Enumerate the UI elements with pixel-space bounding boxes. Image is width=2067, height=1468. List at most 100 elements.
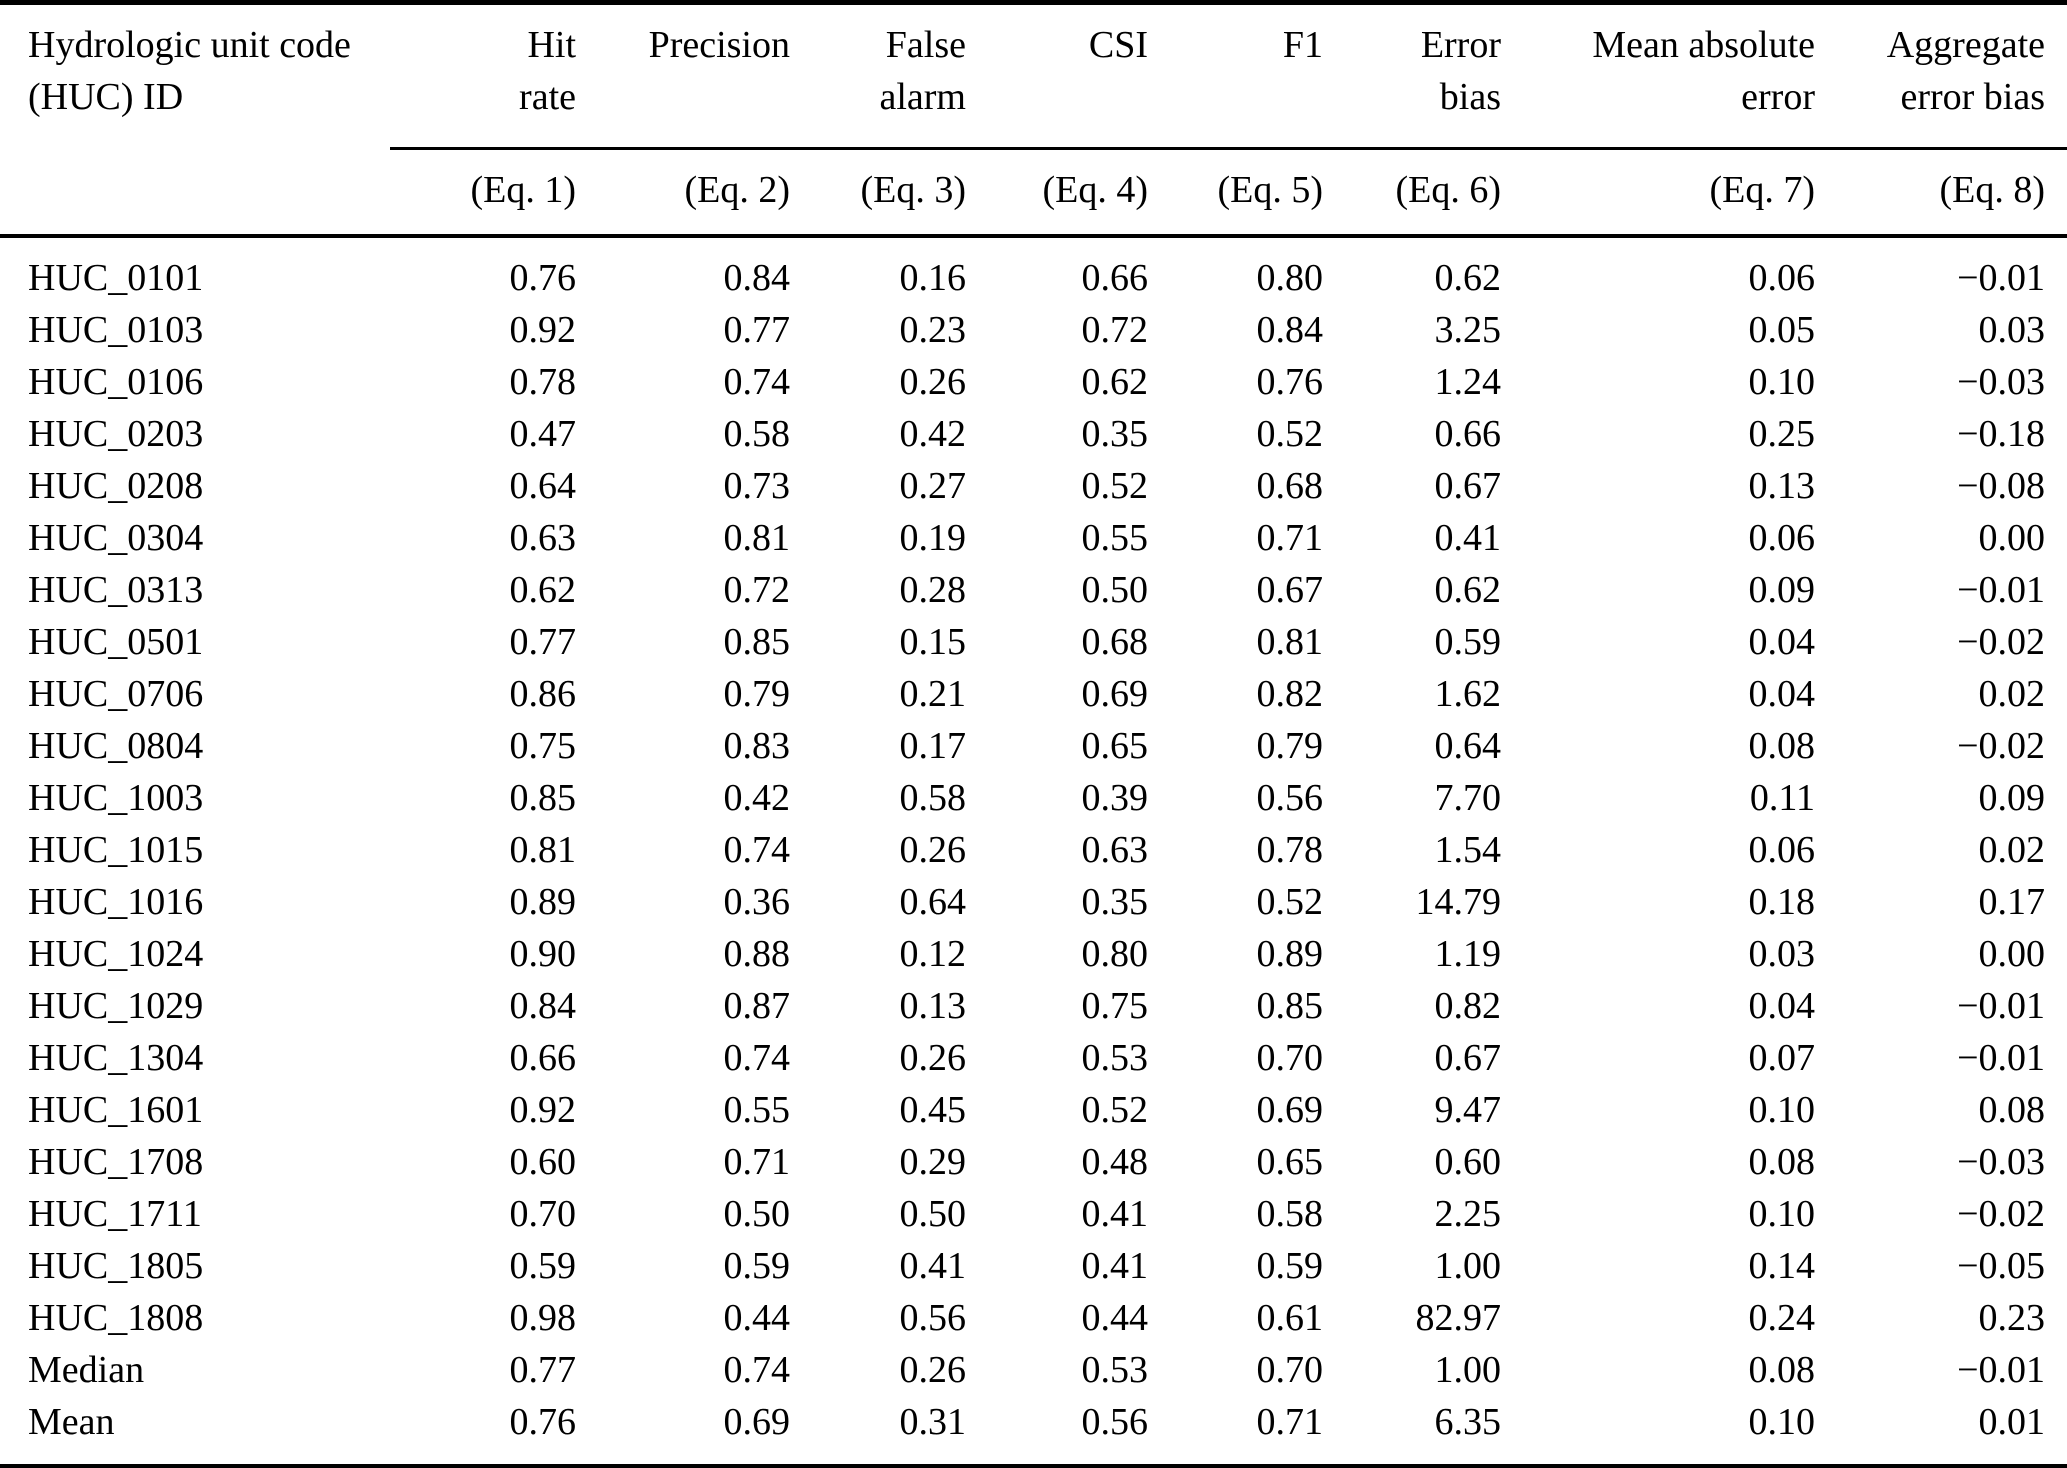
value-cell: 0.67 xyxy=(1256,569,1324,611)
value-cell: 0.69 xyxy=(1081,673,1149,715)
value-cell: 0.23 xyxy=(1978,1297,2046,1339)
value-cell: 0.05 xyxy=(1748,309,1816,351)
value-cell: 0.50 xyxy=(1081,569,1149,611)
row-id-cell: HUC_1029 xyxy=(28,985,204,1027)
value-cell: 0.26 xyxy=(899,1349,967,1391)
value-cell: 0.64 xyxy=(899,881,967,923)
row-id-cell: HUC_1805 xyxy=(28,1245,204,1287)
value-cell: 0.76 xyxy=(1256,361,1324,403)
value-cell: 0.52 xyxy=(1081,1089,1149,1131)
header-line1: Aggregate xyxy=(1886,24,2045,66)
row-id-cell: HUC_0103 xyxy=(28,309,204,351)
header-precision: Precision xyxy=(576,2,790,150)
value-cell: 0.06 xyxy=(1748,829,1816,871)
header-line2: alarm xyxy=(879,76,966,118)
table-row: HUC_0804 0.75 0.83 0.17 0.65 0.79 0.64 0.08 −0.0… xyxy=(0,720,2067,772)
table-row: HUC_1601 0.92 0.55 0.45 0.52 0.69 9.47 0.10 0.08 xyxy=(0,1084,2067,1136)
table-row: HUC_1016 0.89 0.36 0.64 0.35 0.52 14.79 0.18 0.1… xyxy=(0,876,2067,928)
value-cell: 0.11 xyxy=(1749,777,1815,819)
value-cell: 0.77 xyxy=(509,1349,577,1391)
value-cell: 0.79 xyxy=(1256,725,1324,767)
huc-id-header-line2: (HUC) ID xyxy=(28,76,184,118)
eq-cell: (Eq. 1) xyxy=(390,148,576,238)
table-row: HUC_1711 0.70 0.50 0.50 0.41 0.58 2.25 0.10 −0.0… xyxy=(0,1188,2067,1240)
row-id-cell: HUC_1024 xyxy=(28,933,204,975)
value-cell: 0.60 xyxy=(509,1141,577,1183)
table-header: Hydrologic unit code (HUC) ID Hit rate P… xyxy=(0,2,2067,238)
value-cell: 0.62 xyxy=(1434,257,1502,299)
header-line2: rate xyxy=(519,76,576,118)
eq-cell: (Eq. 8) xyxy=(1815,148,2067,238)
value-cell: 0.29 xyxy=(899,1141,967,1183)
value-cell: 0.74 xyxy=(723,361,791,403)
value-cell: 0.09 xyxy=(1748,569,1816,611)
value-cell: 0.73 xyxy=(723,465,791,507)
eq-cell: (Eq. 4) xyxy=(966,148,1148,238)
value-cell: 0.58 xyxy=(899,777,967,819)
value-cell: 0.13 xyxy=(1748,465,1816,507)
value-cell: 0.80 xyxy=(1081,933,1149,975)
value-cell: 0.01 xyxy=(1978,1401,2046,1443)
value-cell: 0.07 xyxy=(1748,1037,1816,1079)
value-cell: 0.17 xyxy=(899,725,967,767)
value-cell: 0.16 xyxy=(899,257,967,299)
value-cell: 0.44 xyxy=(723,1297,791,1339)
value-cell: 0.56 xyxy=(899,1297,967,1339)
value-cell: 0.80 xyxy=(1256,257,1324,299)
value-cell: 0.74 xyxy=(723,1037,791,1079)
value-cell: 0.68 xyxy=(1256,465,1324,507)
value-cell: 0.14 xyxy=(1748,1245,1816,1287)
value-cell: 0.09 xyxy=(1978,777,2046,819)
value-cell: 0.60 xyxy=(1434,1141,1502,1183)
table-row: HUC_1003 0.85 0.42 0.58 0.39 0.56 7.70 0.11 0.09 xyxy=(0,772,2067,824)
value-cell: 0.70 xyxy=(1256,1349,1324,1391)
table-row: Median 0.77 0.74 0.26 0.53 0.70 1.00 0.08 −0.01 xyxy=(0,1344,2067,1396)
value-cell: 0.74 xyxy=(723,1349,791,1391)
header-line1: Mean absolute xyxy=(1592,24,1815,66)
value-cell: 0.02 xyxy=(1978,673,2046,715)
value-cell: 0.64 xyxy=(509,465,577,507)
value-cell: 0.92 xyxy=(509,1089,577,1131)
value-cell: 0.67 xyxy=(1434,1037,1502,1079)
value-cell: 0.68 xyxy=(1081,621,1149,663)
row-id-cell: HUC_0304 xyxy=(28,517,204,559)
row-id-cell: HUC_0706 xyxy=(28,673,204,715)
value-cell: 0.70 xyxy=(509,1193,577,1235)
value-cell: 82.97 xyxy=(1415,1297,1502,1339)
value-cell: 0.61 xyxy=(1256,1297,1324,1339)
value-cell: −0.01 xyxy=(1957,257,2045,299)
value-cell: 0.83 xyxy=(723,725,791,767)
table-row: HUC_0208 0.64 0.73 0.27 0.52 0.68 0.67 0.13 −0.0… xyxy=(0,460,2067,512)
value-cell: 0.10 xyxy=(1748,1193,1816,1235)
value-cell: 0.86 xyxy=(509,673,577,715)
value-cell: 0.58 xyxy=(723,413,791,455)
row-id-cell: HUC_1708 xyxy=(28,1141,204,1183)
value-cell: 0.52 xyxy=(1081,465,1149,507)
value-cell: 0.65 xyxy=(1081,725,1149,767)
value-cell: 0.77 xyxy=(723,309,791,351)
eq-cell: (Eq. 5) xyxy=(1148,148,1323,238)
header-row-equations: (Eq. 1) (Eq. 2) (Eq. 3) (Eq. 4) (Eq. 5) … xyxy=(0,148,2067,238)
value-cell: −0.02 xyxy=(1957,621,2045,663)
row-id-cell: HUC_0313 xyxy=(28,569,204,611)
value-cell: 0.00 xyxy=(1978,933,2046,975)
table-row: HUC_0501 0.77 0.85 0.15 0.68 0.81 0.59 0.04 −0.0… xyxy=(0,616,2067,668)
value-cell: 6.35 xyxy=(1434,1401,1502,1443)
value-cell: 0.04 xyxy=(1748,621,1816,663)
eq-cell: (Eq. 2) xyxy=(576,148,790,238)
value-cell: −0.18 xyxy=(1957,413,2045,455)
value-cell: 3.25 xyxy=(1434,309,1502,351)
value-cell: 0.42 xyxy=(899,413,967,455)
row-id-cell: HUC_1015 xyxy=(28,829,204,871)
row-id-cell: HUC_0203 xyxy=(28,413,204,455)
value-cell: 0.15 xyxy=(899,621,967,663)
value-cell: 0.69 xyxy=(1256,1089,1324,1131)
value-cell: 0.39 xyxy=(1081,777,1149,819)
value-cell: 0.74 xyxy=(723,829,791,871)
value-cell: −0.01 xyxy=(1957,1037,2045,1079)
table-row: HUC_1805 0.59 0.59 0.41 0.41 0.59 1.00 0.14 −0.0… xyxy=(0,1240,2067,1292)
table-row: HUC_1708 0.60 0.71 0.29 0.48 0.65 0.60 0.08 −0.0… xyxy=(0,1136,2067,1188)
value-cell: 0.79 xyxy=(723,673,791,715)
value-cell: 0.06 xyxy=(1748,517,1816,559)
header-line1: Hit xyxy=(527,24,576,66)
